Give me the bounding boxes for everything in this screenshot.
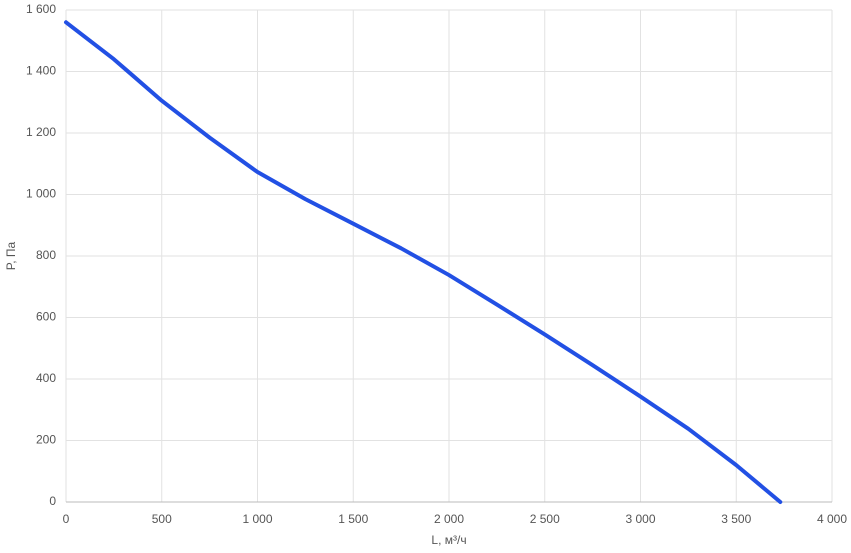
x-tick-label: 0 (63, 512, 70, 526)
line-series (64, 20, 783, 504)
y-tick-label: 600 (36, 310, 56, 324)
x-tick-label: 500 (152, 512, 172, 526)
x-tick-label: 4 000 (817, 512, 847, 526)
y-tick-label: 800 (36, 248, 56, 262)
x-tick-label: 3 500 (721, 512, 751, 526)
y-tick-label: 200 (36, 433, 56, 447)
y-tick-label: 400 (36, 371, 56, 385)
x-tick-label: 2 500 (530, 512, 560, 526)
x-tick-label: 2 000 (434, 512, 464, 526)
x-axis-label: L, м³/ч (431, 533, 466, 547)
y-tick-label: 1 400 (26, 64, 56, 78)
y-axis-label: P, Па (4, 241, 18, 270)
x-tick-label: 3 000 (625, 512, 655, 526)
y-tick-label: 1 600 (26, 2, 56, 16)
y-tick-label: 1 200 (26, 125, 56, 139)
x-tick-label: 1 500 (338, 512, 368, 526)
y-tick-label: 0 (49, 494, 56, 508)
y-tick-label: 1 000 (26, 187, 56, 201)
x-tick-label: 1 000 (242, 512, 272, 526)
